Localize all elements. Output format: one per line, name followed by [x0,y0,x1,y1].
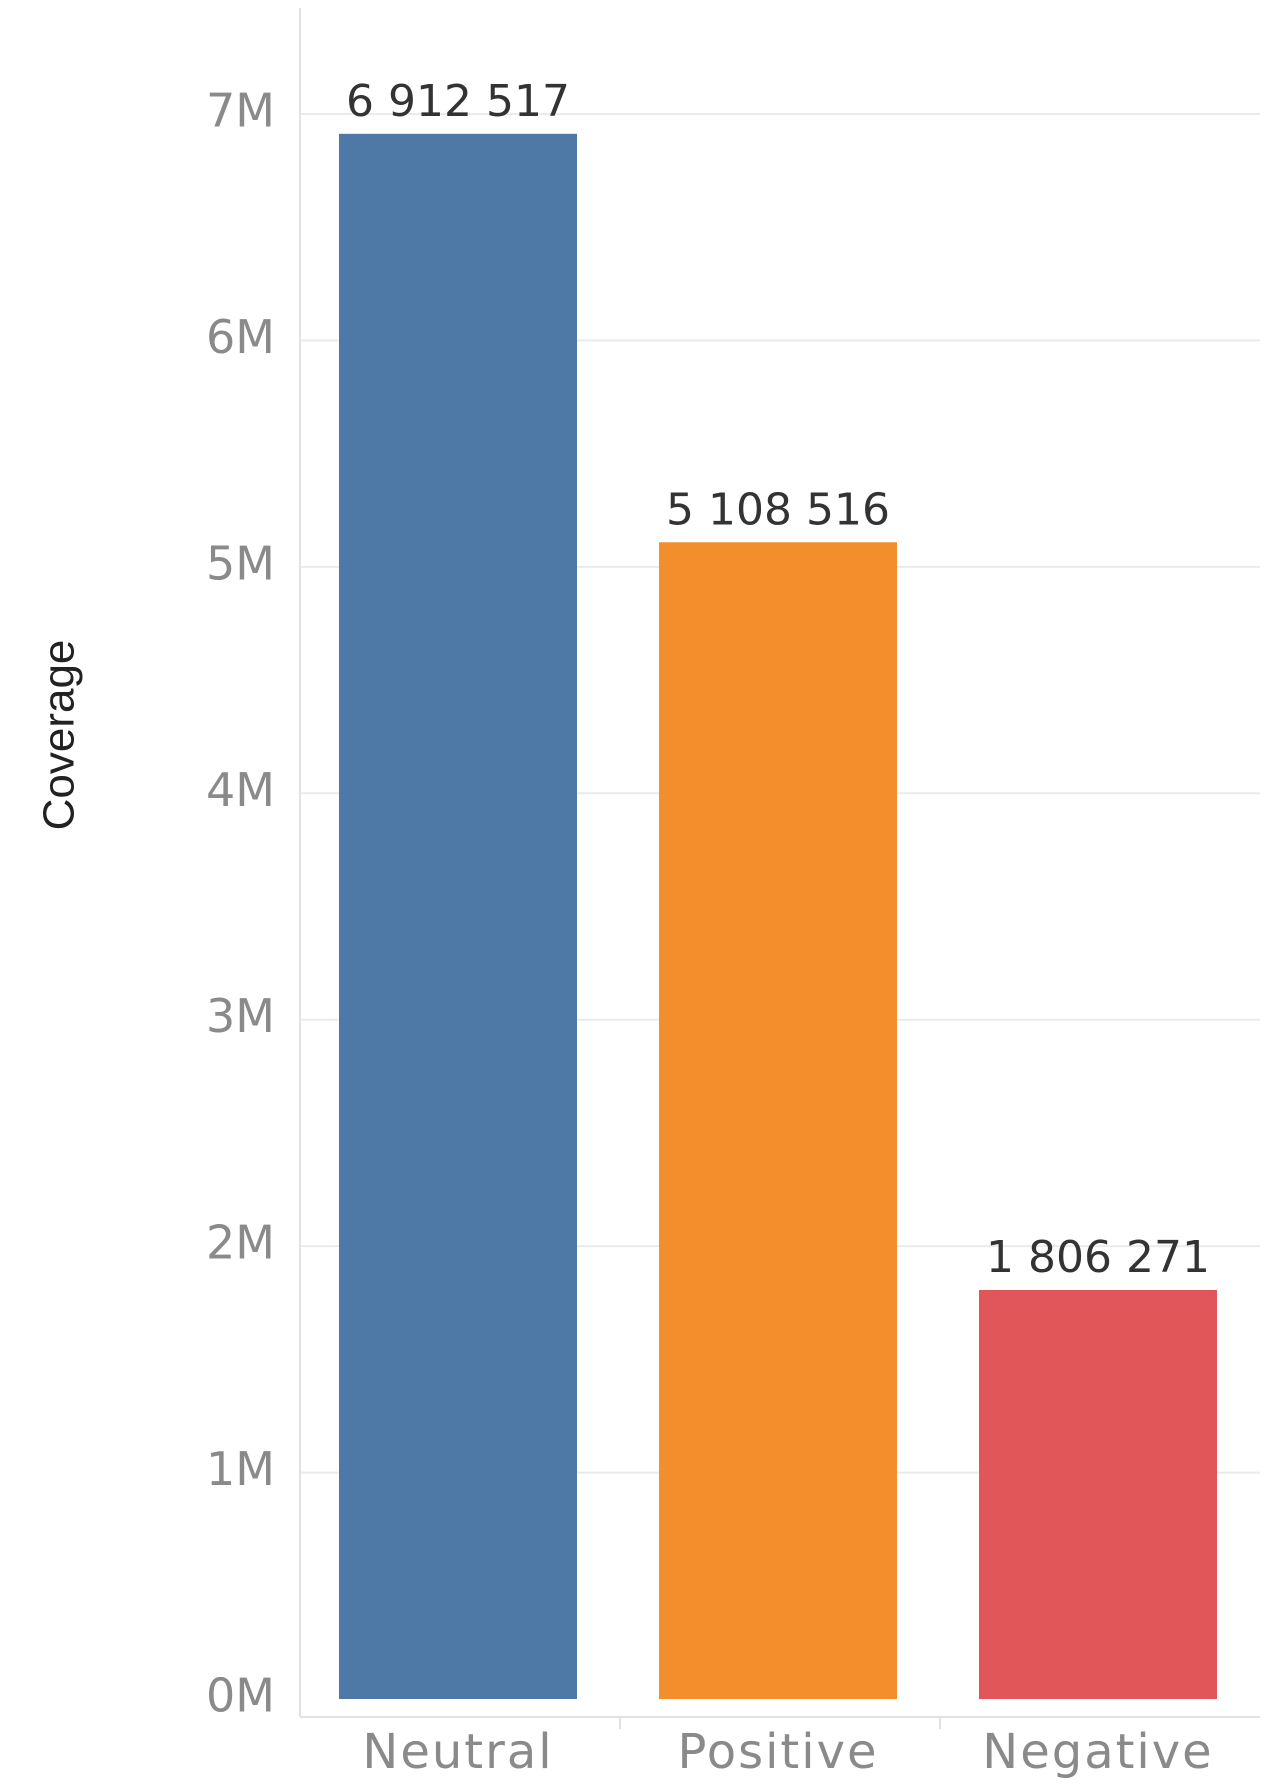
bar-negative [979,1290,1217,1699]
x-tick-label-negative: Negative [982,1724,1213,1780]
bar-neutral [339,133,577,1700]
y-tick-label: 3M [206,989,275,1043]
data-label-neutral: 6 912 517 [346,76,570,127]
bar-positive [659,542,897,1699]
bars [339,133,1217,1700]
y-tick-label: 2M [206,1216,275,1270]
y-tick-label: 0M [206,1669,275,1723]
data-label-negative: 1 806 271 [986,1232,1210,1283]
y-tick-label: 5M [206,536,275,590]
y-tick-label: 4M [206,763,275,817]
labels: 0M 1M 2M 3M 4M 5M 6M 7M 6 912 517 Neutral 5 108 51… [206,76,1213,1780]
axes [299,8,1260,1729]
x-tick-label-neutral: Neutral [362,1724,553,1780]
y-tick-label: 1M [206,1442,275,1496]
y-axis-title: Coverage [35,640,84,831]
data-label-positive: 5 108 516 [666,484,890,535]
y-tick-label: 7M [206,84,275,138]
y-tick-label: 6M [206,310,275,364]
x-tick-label-positive: Positive [677,1724,878,1780]
